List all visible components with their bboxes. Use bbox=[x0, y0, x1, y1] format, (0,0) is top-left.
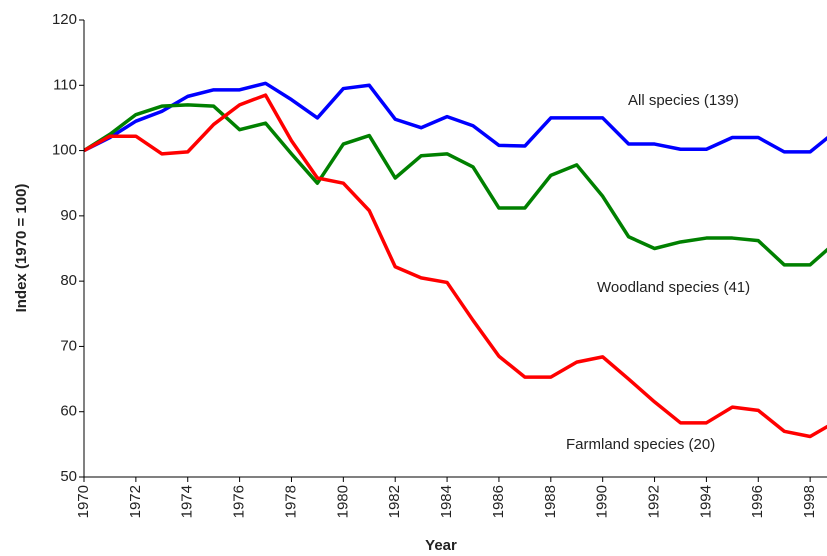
x-tick-label: 1982 bbox=[386, 485, 403, 518]
series-label: All species (139) bbox=[628, 92, 739, 109]
x-tick-label: 1972 bbox=[127, 485, 144, 518]
x-axis-title: Year bbox=[425, 537, 457, 554]
x-tick-label: 1992 bbox=[646, 485, 663, 518]
x-tick-label: 1994 bbox=[697, 485, 714, 518]
y-tick-label: 110 bbox=[53, 76, 77, 93]
x-tick-label: 1974 bbox=[179, 485, 196, 518]
y-tick-label: 120 bbox=[52, 11, 77, 28]
x-tick-label: 1998 bbox=[801, 485, 818, 518]
y-tick-label: 50 bbox=[60, 468, 77, 485]
x-tick-label: 1984 bbox=[438, 485, 455, 518]
x-tick-label: 1996 bbox=[749, 485, 766, 518]
y-tick-label: 60 bbox=[60, 403, 77, 420]
series-label: Farmland species (20) bbox=[566, 436, 715, 453]
x-tick-label: 1980 bbox=[334, 485, 351, 518]
series-line bbox=[84, 81, 827, 154]
x-tick-label: 1986 bbox=[490, 485, 507, 518]
y-axis-title: Index (1970 = 100) bbox=[13, 184, 30, 313]
series-line bbox=[84, 93, 827, 439]
y-tick-label: 80 bbox=[60, 272, 77, 289]
series-label: Woodland species (41) bbox=[597, 279, 750, 296]
x-tick-label: 1988 bbox=[542, 485, 559, 518]
y-tick-label: 100 bbox=[52, 142, 77, 159]
x-tick-label: 1978 bbox=[282, 485, 299, 518]
x-tick-label: 1970 bbox=[75, 485, 92, 518]
y-tick-label: 90 bbox=[60, 207, 77, 224]
x-tick-label: 1990 bbox=[594, 485, 611, 518]
x-tick-label: 1976 bbox=[231, 485, 248, 518]
plot-area bbox=[84, 81, 827, 439]
series-line bbox=[84, 103, 827, 267]
y-tick-label: 70 bbox=[60, 337, 77, 354]
